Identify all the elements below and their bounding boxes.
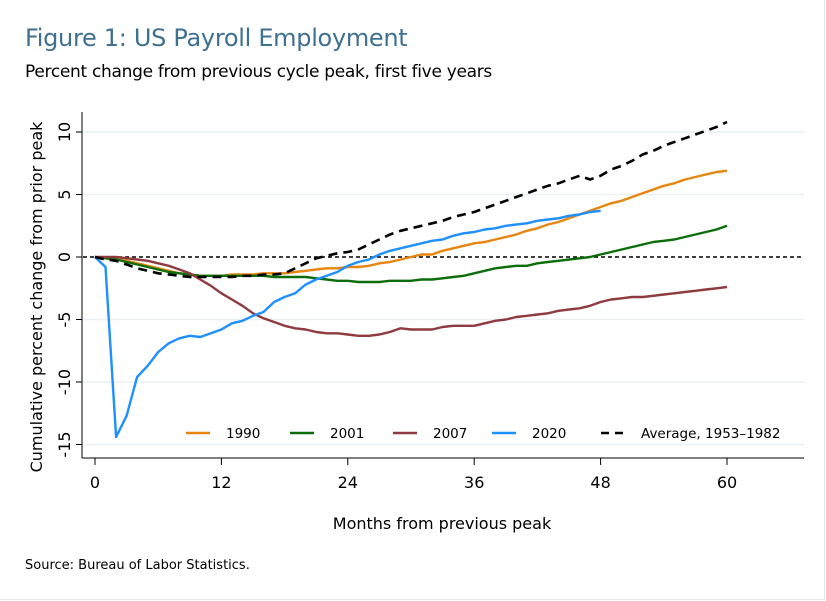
x-tick-label: 12 [211,473,231,492]
legend-label: Average, 1953–1982 [641,426,780,442]
x-tick-label: 60 [717,473,737,492]
y-tick-label: 0 [55,252,74,262]
source-note: Source: Bureau of Labor Statistics. [25,558,250,573]
axes [81,112,804,459]
gridlines [83,131,804,446]
y-tick-label: -5 [55,312,74,328]
legend-item: 2001 [290,426,364,442]
series-lines [94,120,728,439]
x-tick-label: 48 [590,473,610,492]
x-axis-title: Months from previous peak [333,514,552,533]
y-tick-label: -10 [55,369,74,395]
y-tick-label: 5 [55,189,74,199]
x-tick-label: 24 [338,473,358,492]
legend-label: 2001 [330,426,364,442]
figure-title: Figure 1: US Payroll Employment [25,24,408,52]
x-tick-label: 36 [464,473,484,492]
legend-item: Average, 1953–1982 [601,426,780,442]
legend-item: 1990 [186,426,260,442]
x-axis-ticks: 0 12 24 36 48 60 [90,458,737,492]
series-line-2020 [94,209,601,439]
y-axis-ticks: -15 -10 -5 0 5 10 [55,122,82,458]
y-tick-label: 10 [55,122,74,142]
y-axis-title: Cumulative percent change from prior pea… [27,121,46,473]
x-tick-label: 0 [90,473,100,492]
legend-item: 2020 [492,426,566,442]
legend: 1990 2001 2007 2020 Average, 1953–1982 [186,426,780,442]
legend-label: 2007 [433,426,467,442]
series-line-2007 [95,255,728,337]
legend-label: 1990 [226,426,260,442]
y-tick-label: -15 [55,431,74,457]
figure-subtitle: Percent change from previous cycle peak,… [25,62,492,82]
series-line-1990 [94,169,728,277]
legend-item: 2007 [393,426,467,442]
series-line-average [94,120,728,279]
legend-label: 2020 [532,426,566,442]
